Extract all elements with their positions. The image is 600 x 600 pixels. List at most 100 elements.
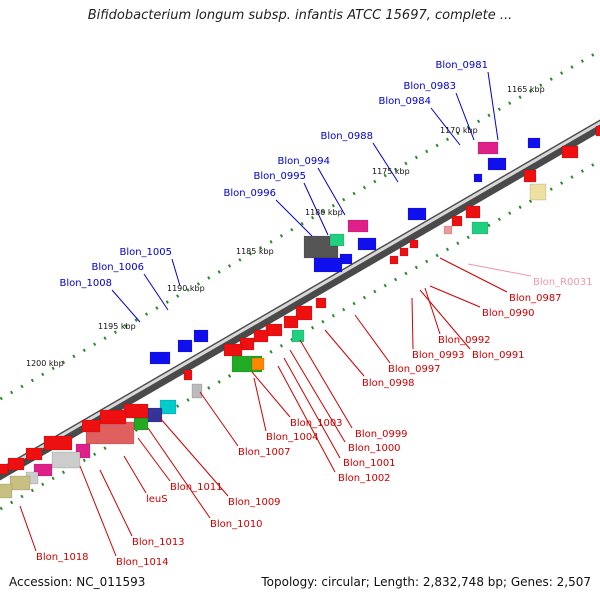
gene-label: Blon_1007 — [238, 447, 291, 458]
gene-label: Blon_1014 — [116, 557, 169, 568]
gene-block — [183, 369, 193, 381]
gene-label: Blon_0987 — [509, 293, 562, 304]
leader-line — [275, 199, 313, 237]
gene-label: Blon_0996 — [223, 188, 276, 199]
gene-label: Blon_1003 — [290, 418, 343, 429]
scale-label: 1185 kbp — [236, 247, 274, 256]
gene-block — [191, 383, 203, 399]
gene-block — [477, 141, 499, 155]
gene-block — [51, 451, 81, 469]
gene-block — [0, 483, 13, 499]
leader-line — [455, 92, 475, 141]
leader-line — [111, 289, 141, 323]
gene-block — [149, 351, 171, 365]
gene-block — [389, 255, 399, 265]
leader-line — [299, 339, 353, 429]
accession-text: Accession: NC_011593 — [9, 575, 146, 589]
gene-label: Blon_0984 — [378, 96, 431, 107]
gene-block — [265, 323, 283, 337]
leader-line — [199, 391, 239, 447]
genome-summary: Topology: circular; Length: 2,832,748 bp… — [261, 575, 591, 589]
scale-label: 1200 kbp — [26, 359, 64, 368]
gene-block — [471, 221, 489, 235]
gene-label: Blon_0992 — [438, 335, 491, 346]
gene-label: Blon_1018 — [36, 552, 89, 563]
leader-line — [19, 505, 37, 552]
gene-label: Blon_0999 — [355, 429, 408, 440]
gene-block — [407, 207, 427, 221]
gene-block — [159, 399, 177, 415]
gene-block — [223, 343, 243, 357]
gene-block — [291, 329, 305, 343]
gene-label: Blon_1013 — [132, 537, 185, 548]
gene-block — [133, 417, 149, 431]
gene-label: Blon_1010 — [210, 519, 263, 530]
leader-line — [289, 349, 346, 443]
map-title: Bifidobacterium longum subsp. infantis A… — [87, 8, 513, 23]
leader-line — [277, 365, 336, 473]
gene-label: Blon_0981 — [435, 60, 488, 71]
gene-label: Blon_0990 — [482, 308, 535, 319]
gene-label: Blon_1002 — [338, 473, 391, 484]
leader-line — [147, 427, 211, 519]
scale-label: 1170 kbp — [440, 126, 478, 135]
gene-block — [177, 339, 193, 353]
gene-label: Blon_0988 — [320, 131, 373, 142]
gene-label: Blon_R0031 — [533, 277, 593, 288]
leader-line — [251, 371, 291, 418]
scale-label: 1190 kbp — [167, 284, 205, 293]
gene-label: Blon_0983 — [403, 81, 456, 92]
gene-label: Blon_0998 — [362, 378, 415, 389]
gene-block — [451, 215, 463, 227]
gene-block — [523, 169, 537, 183]
leader-line — [467, 263, 532, 277]
leader-line — [354, 314, 391, 364]
gene-block — [313, 257, 343, 273]
gene-block — [251, 357, 265, 371]
leader-line — [123, 455, 147, 494]
leader-line — [487, 71, 499, 141]
gene-label: Blon_1000 — [348, 443, 401, 454]
leader-line — [303, 182, 329, 236]
gene-block — [253, 329, 269, 343]
leader-line — [159, 417, 229, 497]
gene-block — [473, 173, 483, 183]
gene-block — [487, 157, 507, 171]
leader-line — [171, 258, 181, 287]
leader-line — [419, 289, 471, 350]
leader-line — [283, 357, 341, 459]
gene-block — [295, 305, 313, 321]
leader-line — [439, 257, 508, 293]
gene-block — [357, 237, 377, 251]
gene-label: Blon_0997 — [388, 364, 441, 375]
gene-label: Blon_1006 — [91, 262, 144, 273]
gene-labels: Blon_0981 Blon_0983 Blon_0984 Blon_0988 Blon… — [36, 60, 593, 568]
scale-label: 1165 kbp — [507, 85, 545, 94]
leader-line — [253, 377, 267, 432]
gene-block — [33, 463, 53, 477]
gene-label: Blon_1009 — [228, 497, 281, 508]
gene-label: leuS — [146, 494, 168, 505]
leader-line — [79, 465, 117, 557]
gene-block — [43, 435, 73, 451]
gene-block — [123, 403, 149, 419]
gene-block — [193, 329, 209, 343]
leader-line — [430, 107, 461, 146]
gene-block — [561, 145, 579, 159]
leader-line — [317, 167, 346, 216]
gene-block — [399, 247, 409, 257]
leader-line — [99, 469, 133, 537]
gene-block — [595, 125, 600, 137]
scale-labels: 1165 kbp 1170 kbp 1175 kbp 1180 kbp 1185 kbp… — [26, 85, 545, 368]
gene-label: Blon_1011 — [170, 482, 223, 493]
gene-label: Blon_1008 — [59, 278, 112, 289]
leader-line — [143, 273, 169, 311]
gene-label: Blon_0993 — [412, 350, 465, 361]
gene-block — [0, 463, 9, 475]
gene-block — [283, 315, 299, 329]
gene-block — [529, 183, 547, 201]
gene-block — [25, 447, 43, 461]
gene-block — [329, 233, 345, 247]
leader-line — [372, 142, 399, 183]
scale-label: 1175 kbp — [372, 167, 410, 176]
